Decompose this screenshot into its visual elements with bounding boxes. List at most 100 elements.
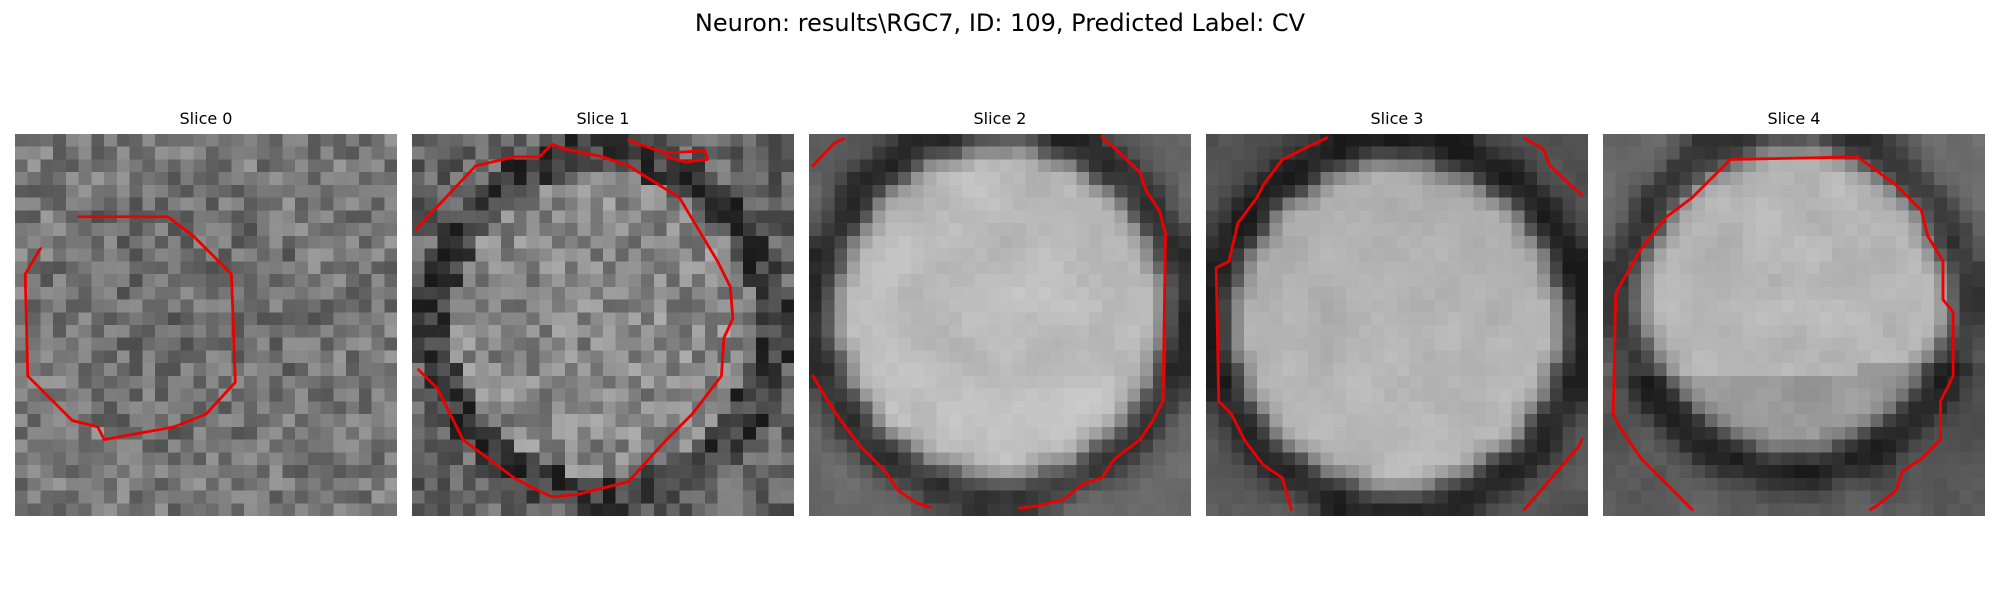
image-pixel <box>1038 172 1052 186</box>
image-pixel <box>1743 490 1757 504</box>
image-pixel <box>218 172 232 186</box>
image-pixel <box>1346 286 1360 300</box>
image-pixel <box>1244 312 1258 326</box>
image-pixel <box>437 439 451 453</box>
image-pixel <box>450 490 464 504</box>
image-pixel <box>1244 286 1258 300</box>
image-pixel <box>1946 477 1960 491</box>
image-pixel <box>180 235 194 249</box>
image-pixel <box>282 477 296 491</box>
image-pixel <box>1076 274 1090 288</box>
image-pixel <box>641 210 655 224</box>
image-pixel <box>206 197 219 211</box>
image-pixel <box>1832 134 1846 147</box>
image-pixel <box>1679 286 1693 300</box>
image-pixel <box>1000 286 1013 300</box>
image-pixel <box>834 363 848 377</box>
image-pixel <box>949 261 963 275</box>
image-pixel <box>859 337 873 351</box>
image-pixel <box>936 197 950 211</box>
image-pixel <box>1692 210 1706 224</box>
image-pixel <box>218 439 232 453</box>
image-pixel <box>1653 401 1667 415</box>
image-pixel <box>1972 350 1985 364</box>
image-pixel <box>898 172 912 186</box>
image-pixel <box>116 235 130 249</box>
image-pixel <box>27 401 41 415</box>
image-pixel <box>704 465 718 479</box>
image-pixel <box>1679 325 1693 338</box>
image-pixel <box>885 388 899 402</box>
image-pixel <box>1781 388 1795 402</box>
image-pixel <box>358 286 372 300</box>
image-pixel <box>167 197 181 211</box>
image-pixel <box>1101 286 1115 300</box>
image-pixel <box>1486 146 1500 160</box>
image-pixel <box>936 286 950 300</box>
image-pixel <box>513 465 527 479</box>
image-pixel <box>206 184 219 198</box>
image-pixel <box>1320 261 1334 275</box>
image-pixel <box>320 426 334 440</box>
image-pixel <box>1844 337 1858 351</box>
image-pixel <box>462 426 476 440</box>
image-pixel <box>1562 337 1576 351</box>
image-pixel <box>577 465 591 479</box>
image-pixel <box>1946 465 1960 479</box>
image-pixel <box>1895 223 1909 237</box>
image-pixel <box>1883 184 1897 198</box>
image-pixel <box>1575 210 1588 224</box>
image-pixel <box>129 350 143 364</box>
image-pixel <box>666 401 680 415</box>
image-pixel <box>78 426 92 440</box>
image-pixel <box>910 465 924 479</box>
image-pixel <box>859 350 873 364</box>
image-pixel <box>256 146 270 160</box>
image-pixel <box>1050 235 1064 249</box>
image-pixel <box>872 312 886 326</box>
image-pixel <box>923 172 937 186</box>
image-pixel <box>834 439 848 453</box>
image-pixel <box>949 299 963 313</box>
image-pixel <box>1768 477 1782 491</box>
image-pixel <box>1282 452 1296 466</box>
image-pixel <box>755 325 769 338</box>
image-pixel <box>1562 312 1576 326</box>
image-pixel <box>1781 134 1795 147</box>
image-pixel <box>1704 452 1718 466</box>
image-pixel <box>1972 286 1985 300</box>
image-pixel <box>872 337 886 351</box>
image-pixel <box>1717 197 1731 211</box>
image-pixel <box>666 286 680 300</box>
image-pixel <box>936 223 950 237</box>
image-pixel <box>1537 401 1551 415</box>
image-pixel <box>15 363 28 377</box>
image-pixel <box>27 414 41 428</box>
image-pixel <box>155 299 169 313</box>
image-pixel <box>180 503 194 516</box>
image-pixel <box>885 363 899 377</box>
image-pixel <box>1307 401 1321 415</box>
image-pixel <box>768 274 782 288</box>
image-pixel <box>1895 426 1909 440</box>
image-pixel <box>384 465 397 479</box>
image-pixel <box>475 286 489 300</box>
image-pixel <box>936 401 950 415</box>
image-pixel <box>1717 388 1731 402</box>
image-pixel <box>1178 465 1191 479</box>
image-pixel <box>384 337 397 351</box>
image-pixel <box>91 248 105 262</box>
image-pixel <box>1089 274 1103 288</box>
image-pixel <box>755 350 769 364</box>
image-pixel <box>872 248 886 262</box>
slice-panel-2: Slice 2 <box>809 108 1191 516</box>
image-pixel <box>1063 184 1077 198</box>
image-pixel <box>450 248 464 262</box>
image-pixel <box>218 452 232 466</box>
image-pixel <box>923 134 937 147</box>
image-pixel <box>872 197 886 211</box>
image-pixel <box>346 375 360 389</box>
image-pixel <box>679 248 693 262</box>
image-pixel <box>666 159 680 173</box>
image-pixel <box>1537 363 1551 377</box>
